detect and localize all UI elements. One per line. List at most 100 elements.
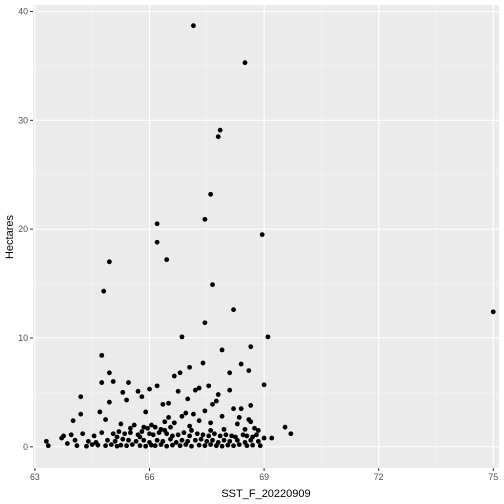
data-point [99,352,105,358]
data-point [135,388,141,394]
data-point [99,430,105,436]
data-point [219,413,225,419]
data-point [170,442,175,448]
data-point [227,438,233,444]
data-point [250,442,256,448]
data-point [80,431,86,437]
data-point [128,425,133,431]
data-point [223,432,229,438]
data-point [210,282,215,288]
data-point [126,380,131,385]
data-point [164,443,170,449]
data-point [196,442,202,448]
data-point [261,435,267,441]
data-point [162,419,168,425]
y-tick-label: 0 [23,442,28,452]
data-point [255,438,261,444]
data-point [166,415,171,420]
data-point [141,424,147,430]
data-point [238,361,244,367]
data-point [147,431,152,437]
data-point [208,442,214,448]
data-point [139,394,145,400]
data-point [139,429,145,434]
data-point [227,387,233,393]
data-point [265,334,271,340]
panel-background [33,5,499,468]
data-point [103,443,108,449]
data-point [137,443,143,449]
data-point [257,443,263,449]
data-point [183,442,189,448]
data-point [215,134,221,140]
data-point [171,373,177,379]
data-point [85,438,91,444]
data-point [181,430,187,436]
data-point [234,437,240,443]
data-point [137,434,143,440]
data-point [168,424,173,430]
data-point [282,424,288,430]
data-points [43,23,496,449]
data-point [183,410,189,416]
data-point [105,437,110,443]
data-point [154,239,160,245]
data-point [204,438,210,444]
data-point [108,442,114,448]
data-point [202,320,208,326]
data-point [89,442,95,448]
data-point [70,418,76,424]
data-point [248,419,254,425]
data-point [152,443,158,449]
data-point [219,443,225,449]
data-point [84,443,89,449]
data-point [128,430,133,436]
data-point [150,432,156,438]
data-point [202,408,208,414]
data-point [187,364,193,370]
x-tick-label: 75 [488,472,498,482]
data-point [72,437,78,443]
data-point [187,433,193,439]
data-point [112,438,118,444]
data-point [259,232,265,237]
data-point [210,401,215,407]
data-point [101,288,107,294]
data-point [141,437,147,443]
x-axis-title: SST_F_20220909 [221,488,310,500]
data-point [231,307,236,313]
data-point [147,386,152,392]
data-point [200,432,206,438]
data-point [158,442,164,448]
data-point [131,422,137,428]
data-point [269,435,275,441]
x-tick-label: 69 [259,472,269,482]
data-point [238,406,244,412]
y-tick-label: 20 [18,224,28,234]
data-point [106,399,112,405]
data-point [244,433,250,439]
data-point [149,422,154,428]
data-point [206,433,212,439]
data-point [213,398,219,404]
data-point [166,400,171,406]
data-point [68,432,74,438]
data-point [64,441,70,446]
data-point [225,442,231,448]
data-point [252,425,257,431]
data-point [194,431,200,437]
data-point [45,443,51,449]
data-point [154,383,160,389]
data-point [198,436,204,442]
data-point [189,443,194,449]
data-point [99,380,105,385]
data-point [59,435,65,441]
data-point [175,432,181,438]
data-point [490,309,496,315]
data-point [206,383,212,389]
data-point [288,431,294,437]
y-tick-label: 40 [18,7,28,17]
data-point [227,370,233,376]
data-point [242,426,248,432]
data-point [120,436,126,442]
